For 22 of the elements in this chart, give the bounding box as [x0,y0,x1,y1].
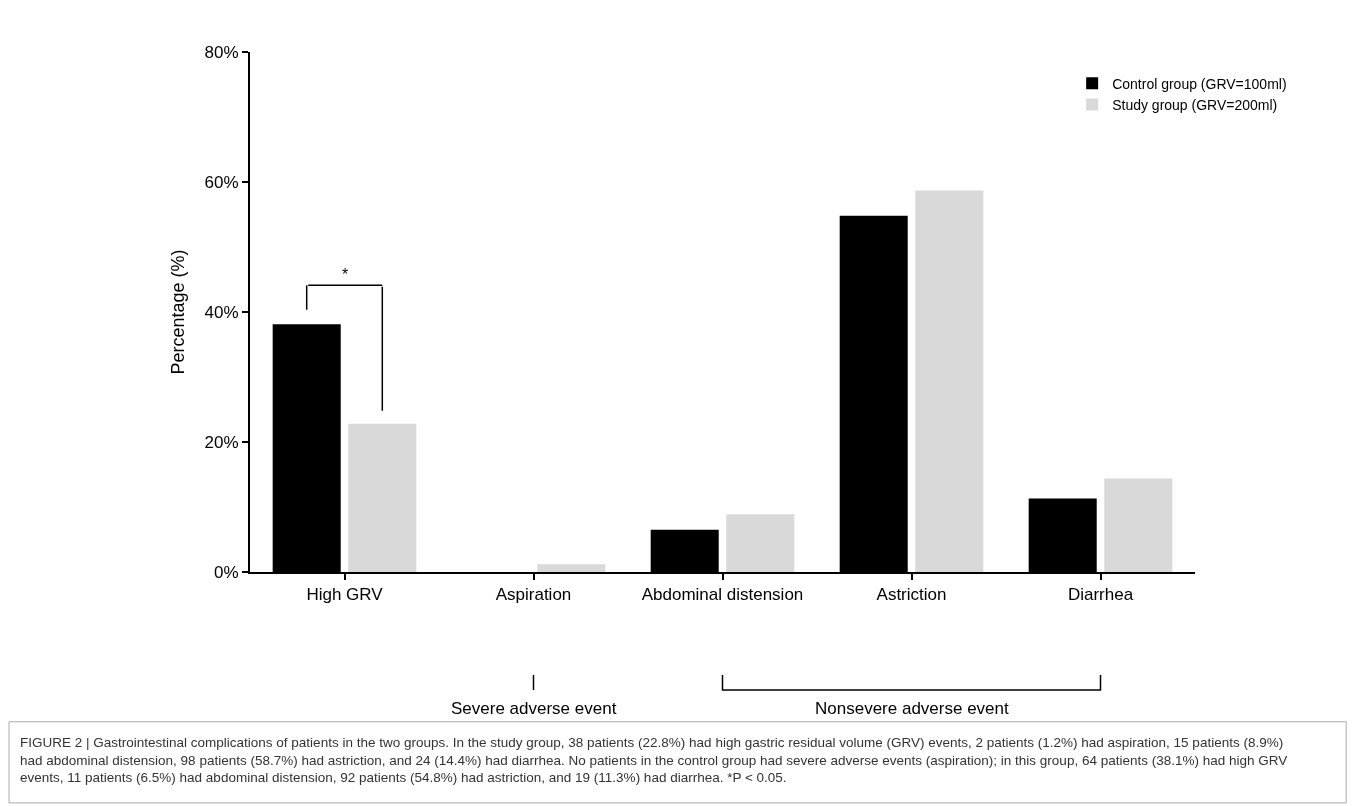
x-tick-label: Aspiration [495,585,572,605]
bar [915,190,984,572]
annotation: * [342,266,349,283]
x-tick-label: Astriction [876,585,947,605]
legend-label: Study group (GRV=200ml) [1112,96,1278,113]
text: Severe adverse event [451,699,617,718]
y-tick-label: 0% [214,562,239,582]
x-tick-label: High GRV [306,585,384,605]
y-tick-label: 60% [204,172,239,192]
bar [1104,478,1173,572]
bar [726,514,795,572]
y-tick-label: 40% [204,302,239,322]
x-tick-label: Diarrhea [1067,585,1134,605]
y-tick-label: 20% [204,432,239,452]
text: Nonsevere adverse event [815,699,1009,718]
bar [348,423,417,572]
legend-label: Control group (GRV=100ml) [1112,75,1287,92]
x-tick-label: Abdominal distension [641,585,804,605]
y-tick-label: 80% [204,42,239,62]
y-axis-title: Percentage (%) [168,249,189,375]
caption: FIGURE 2 | Gastrointestinal complications of patients in the two groups. In the study group, 38 patients (22.8%) had high gastric residual volume (GRV) events, 2 patients (1.2%) had aspiration, 15 patients (8.9%) had abdominal distension, 98 patients (58.7%) had astriction, and 24 (14.4%) had diarrhea. No patients in the control group had severe adverse events (aspiration); in this group, 64 patients (38.1%) had high GRV events, 11 patients (6.5%) had abdominal distension, 92 patients (54.8%) had astriction, and 19 (11.3%) had diarrhea. *P < 0.05. [20,735,1288,786]
bar [537,564,606,572]
